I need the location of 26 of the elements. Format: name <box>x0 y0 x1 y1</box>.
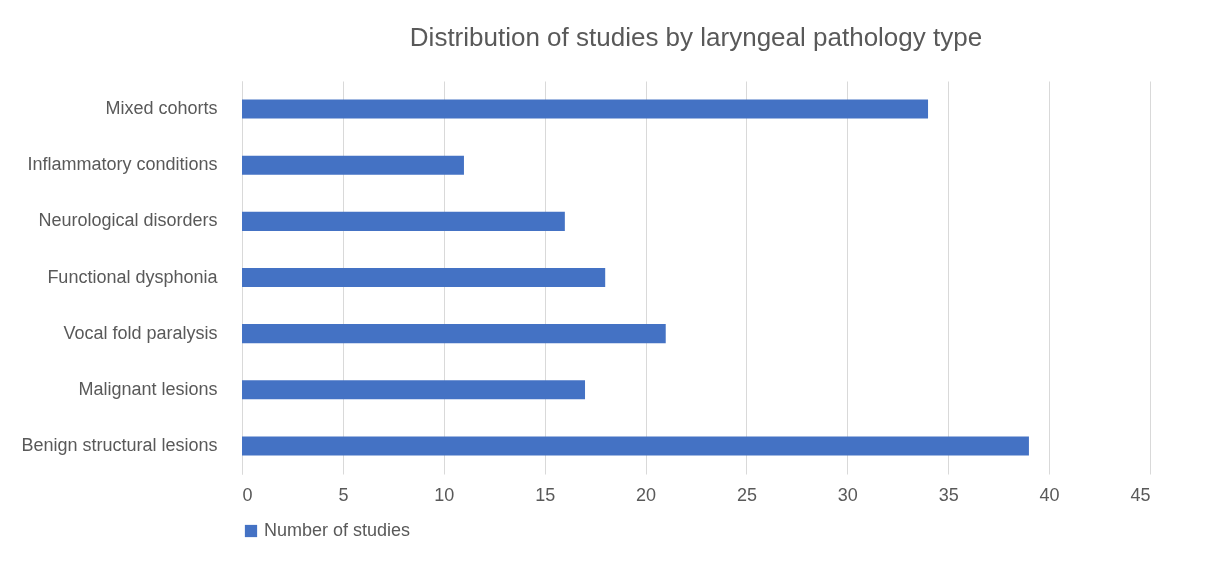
x-tick-label: 40 <box>1039 484 1060 505</box>
x-tick-label: 5 <box>338 484 349 505</box>
y-tick-label: Malignant lesions <box>78 378 218 399</box>
x-tick-label: 10 <box>434 484 455 505</box>
x-tick-label: 20 <box>636 484 657 505</box>
bar <box>242 99 929 119</box>
x-tick-label: 0 <box>242 484 253 505</box>
y-tick-label: Benign structural lesions <box>21 434 218 455</box>
y-tick-label: Neurological disorders <box>38 210 218 231</box>
bar <box>242 324 666 344</box>
y-tick-label: Mixed cohorts <box>105 98 218 119</box>
x-tick-label: 25 <box>736 484 757 505</box>
x-tick-label: 30 <box>837 484 858 505</box>
bar <box>242 211 565 231</box>
y-tick-label: Inflammatory conditions <box>27 154 218 175</box>
chart-title: Distribution of studies by laryngeal pathology type <box>409 22 983 52</box>
y-tick-label: Functional dysphonia <box>47 266 219 287</box>
x-tick-label: 15 <box>535 484 556 505</box>
bar <box>242 436 1029 456</box>
bar <box>242 155 464 175</box>
legend-label: Number of studies <box>264 520 411 540</box>
bar <box>242 267 606 288</box>
x-tick-label: 45 <box>1130 484 1151 505</box>
bar <box>242 380 586 400</box>
x-tick-label: 35 <box>938 484 959 505</box>
y-tick-label: Vocal fold paralysis <box>63 322 218 343</box>
